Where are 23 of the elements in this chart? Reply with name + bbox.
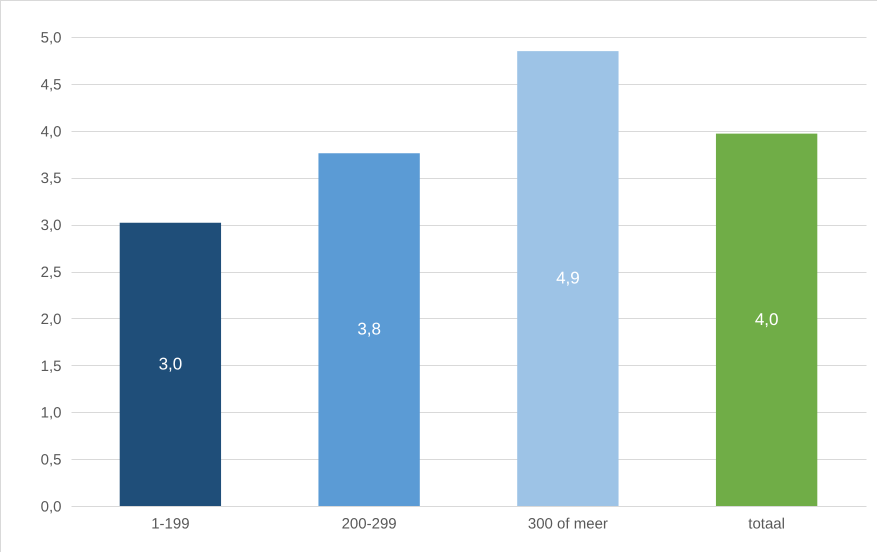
bar xyxy=(716,134,818,506)
data-label: 3,8 xyxy=(357,320,381,339)
bar xyxy=(120,222,222,506)
y-tick-label: 0,5 xyxy=(40,452,62,469)
y-tick-label: 4,5 xyxy=(40,76,62,94)
x-tick-label: 200-299 xyxy=(342,516,397,532)
y-tick-label: 0,0 xyxy=(40,498,62,516)
y-tick-label: 3,5 xyxy=(40,170,62,188)
data-label: 3,0 xyxy=(158,354,182,374)
y-tick-label: 1,5 xyxy=(40,358,62,375)
x-tick-label: 300 of meer xyxy=(528,516,608,532)
x-tick-label: totaal xyxy=(748,516,785,532)
y-tick-label: 5,0 xyxy=(40,30,62,46)
y-tick-label: 4,0 xyxy=(40,123,62,140)
y-tick-label: 3,0 xyxy=(40,217,62,234)
x-tick-label: 1-199 xyxy=(151,516,190,532)
data-label: 4,9 xyxy=(556,268,580,288)
bar xyxy=(517,51,619,506)
y-tick-label: 1,0 xyxy=(40,404,62,422)
y-tick-label: 2,0 xyxy=(40,310,62,328)
bar xyxy=(318,153,420,506)
data-label: 4,0 xyxy=(754,310,778,329)
y-tick-label: 2,5 xyxy=(40,264,62,281)
